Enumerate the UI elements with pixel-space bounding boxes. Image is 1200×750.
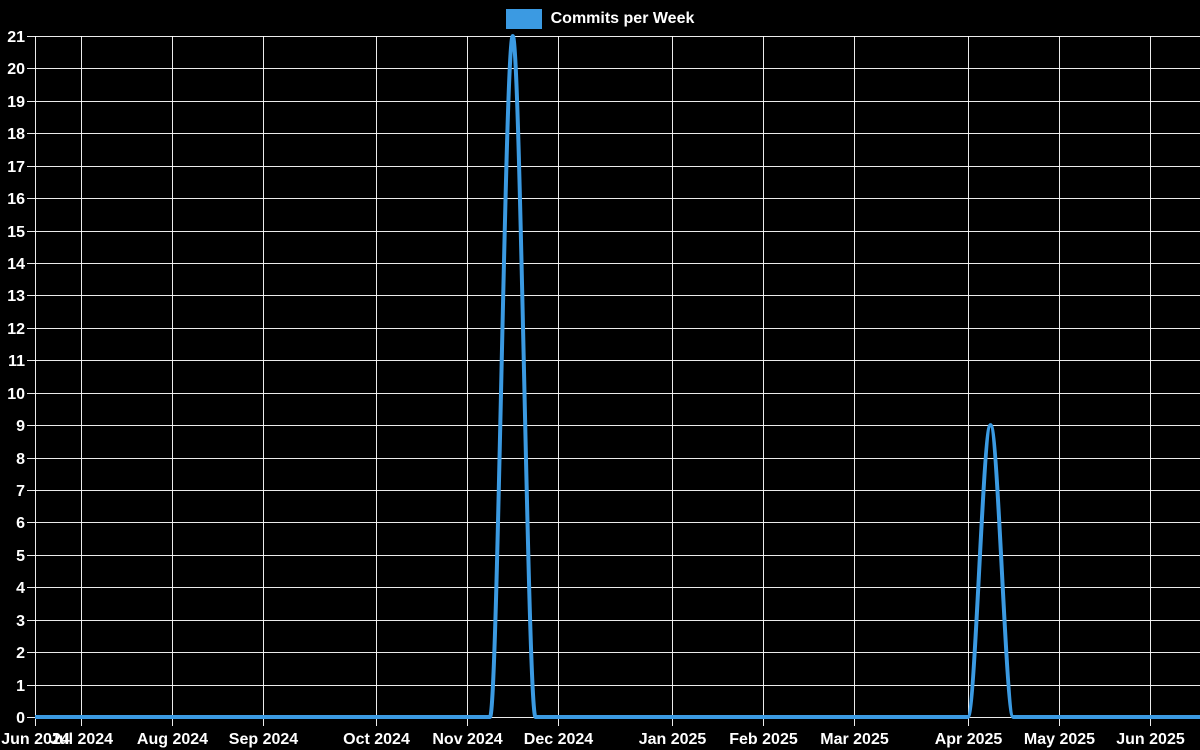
commits-line-path [34, 34, 1200, 720]
x-axis-tick-label: Oct 2024 [343, 731, 410, 748]
y-axis-tick-label: 15 [7, 224, 25, 241]
x-axis-tick-label: Jan 2025 [639, 731, 707, 748]
y-axis-tick-label: 3 [16, 613, 25, 630]
y-axis-tick-label: 14 [7, 256, 25, 273]
y-axis-tick-label: 20 [7, 61, 25, 78]
commits-line-series [34, 34, 1200, 720]
y-axis-tick-label: 13 [7, 288, 25, 305]
y-axis-tick-label: 18 [7, 126, 25, 143]
x-axis-tick-label: Jun 2024 [1, 731, 70, 748]
y-gridlines [27, 36, 1200, 718]
x-axis-tick-label: May 2025 [1024, 731, 1095, 748]
y-axis-tick-label: 9 [16, 418, 25, 435]
y-axis-tick-label: 19 [7, 94, 25, 111]
x-axis-tick-label: Feb 2025 [729, 731, 798, 748]
x-axis-tick-label: Dec 2024 [524, 731, 593, 748]
y-axis-tick-label: 1 [16, 678, 25, 695]
x-axis-tick-label: Jun 2025 [1116, 731, 1185, 748]
y-axis-tick-label: 10 [7, 386, 25, 403]
y-axis-tick-label: 5 [16, 548, 25, 565]
x-axis-tick-label: Apr 2025 [935, 731, 1003, 748]
y-axis-tick-label: 6 [16, 515, 25, 532]
y-axis-tick-label: 21 [7, 29, 25, 46]
y-axis-tick-label: 16 [7, 191, 25, 208]
x-axis-tick-label: Aug 2024 [137, 731, 208, 748]
x-axis-tick-label: Sep 2024 [229, 731, 298, 748]
y-axis-tick-label: 8 [16, 451, 25, 468]
x-axis-tick-label: Mar 2025 [820, 731, 889, 748]
y-axis-tick-label: 4 [16, 580, 25, 597]
x-axis-tick-label: Nov 2024 [432, 731, 502, 748]
y-axis-tick-label: 11 [8, 353, 25, 370]
x-gridlines [35, 36, 1151, 726]
y-axis-tick-label: 0 [16, 710, 25, 727]
x-axis-tick-label: Jul 2024 [50, 731, 113, 748]
y-axis-tick-label: 2 [16, 645, 25, 662]
y-axis-tick-label: 7 [16, 483, 25, 500]
y-axis-tick-label: 17 [7, 159, 25, 176]
y-axis-tick-label: 12 [7, 321, 25, 338]
